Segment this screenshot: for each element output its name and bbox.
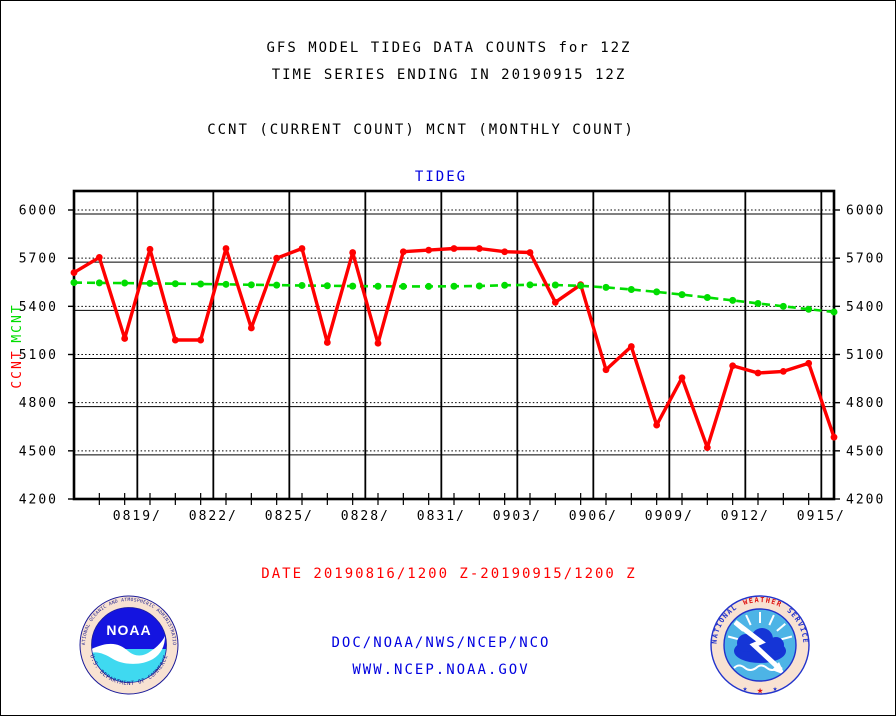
svg-text:0822/: 0822/: [189, 509, 238, 524]
axis-labels: 0819/0822/0825/0828/0831/0903/0906/0909/…: [19, 204, 885, 525]
svg-text:5700: 5700: [846, 252, 885, 267]
svg-text:5100: 5100: [19, 348, 58, 363]
ccnt-line: [73, 246, 836, 450]
x-minor-ticks: [68, 209, 840, 505]
svg-text:4200: 4200: [846, 493, 885, 508]
svg-text:4800: 4800: [846, 396, 885, 411]
svg-text:5400: 5400: [846, 300, 885, 315]
grid-vertical: [136, 191, 823, 499]
mcnt-points: [70, 279, 838, 316]
svg-text:0903/: 0903/: [493, 509, 542, 524]
nws-star-center: ★: [757, 684, 764, 697]
svg-text:0831/: 0831/: [417, 509, 466, 524]
organization-label: DOC/NOAA/NWS/NCEP/NCO: [331, 635, 551, 651]
svg-text:6000: 6000: [846, 204, 885, 219]
svg-text:4800: 4800: [19, 396, 58, 411]
svg-text:0909/: 0909/: [645, 509, 694, 524]
svg-text:0906/: 0906/: [569, 509, 618, 524]
svg-text:0825/: 0825/: [265, 509, 314, 524]
svg-text:0915/: 0915/: [797, 509, 846, 524]
svg-text:5400: 5400: [19, 300, 58, 315]
date-range-label: DATE 20190816/1200 Z-20190915/1200 Z: [261, 566, 637, 582]
nws-logo: NATIONALWEATHERSERVICE ★ ★ ★: [710, 595, 810, 697]
svg-text:4200: 4200: [19, 493, 58, 508]
plot-title: TIDEG: [414, 169, 468, 185]
ccnt-points: [70, 245, 838, 452]
chart-header-line3: CCNT (CURRENT COUNT) MCNT (MONTHLY COUNT…: [207, 122, 635, 138]
nws-lightning-bolt: [733, 620, 783, 672]
svg-text:5100: 5100: [846, 348, 885, 363]
plot-frame: [72, 189, 836, 501]
website-label: WWW.NCEP.NOAA.GOV: [352, 662, 530, 678]
svg-text:MCNT: MCNT: [10, 303, 25, 342]
svg-text:CCNT: CCNT: [10, 349, 25, 388]
nws-waves: [733, 664, 779, 671]
chart-header-line2: TIME SERIES ENDING IN 20190915 12Z: [271, 67, 627, 83]
svg-text:0819/: 0819/: [113, 509, 162, 524]
nws-star-right: ★: [773, 684, 778, 693]
svg-text:4500: 4500: [19, 444, 58, 459]
y-axis-title: MCNT CCNT: [10, 303, 25, 388]
chart-header-line1: GFS MODEL TIDEG DATA COUNTS for 12Z: [266, 40, 632, 56]
nws-sun-rays: [727, 612, 793, 641]
grid-horizontal: [74, 209, 834, 456]
nws-emblem: [724, 609, 796, 681]
svg-text:0912/: 0912/: [721, 509, 770, 524]
svg-text:0828/: 0828/: [341, 509, 390, 524]
svg-text:5700: 5700: [19, 252, 58, 267]
svg-text:4500: 4500: [846, 444, 885, 459]
nws-star-left: ★: [743, 684, 748, 693]
svg-text:6000: 6000: [19, 204, 58, 219]
noaa-seagull: [91, 636, 165, 664]
noaa-logo: NOAA NATIONAL OCEANIC AND ATMOSPHERIC AD…: [79, 595, 179, 695]
noaa-acronym: NOAA: [106, 622, 151, 638]
